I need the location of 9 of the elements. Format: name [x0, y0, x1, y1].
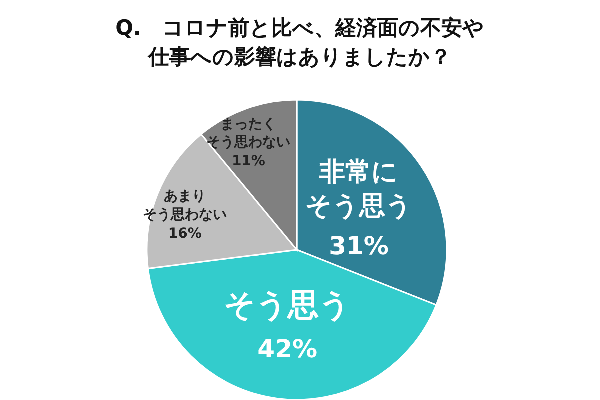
data-label: 11% [232, 153, 266, 170]
chart-title: Q. コロナ前と比べ、経済面の不安や仕事への影響はありましたか？ [116, 16, 484, 70]
data-label: 31% [329, 231, 389, 260]
slice-label: 非常にそう思う [306, 158, 413, 222]
data-label: 16% [168, 226, 202, 242]
slice-label: あまりそう思わない [143, 188, 228, 223]
data-label: 42% [258, 334, 318, 364]
slice-label: まったくそう思わない [206, 116, 291, 151]
slice-label: そう思う [224, 287, 352, 324]
